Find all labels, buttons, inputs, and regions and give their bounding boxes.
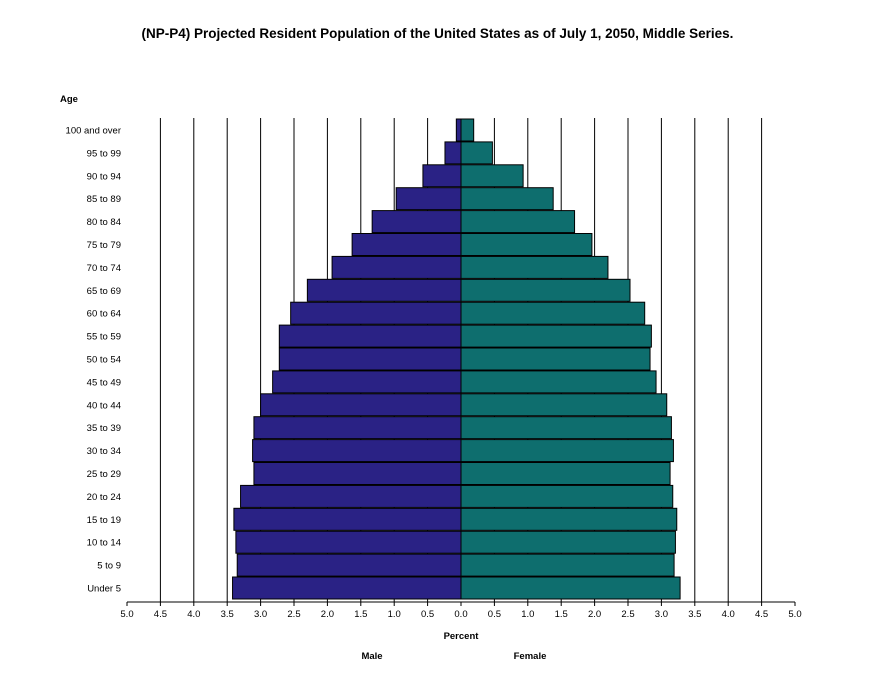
female-bar xyxy=(460,233,593,256)
age-group-label: 30 to 34 xyxy=(87,446,121,457)
female-bar xyxy=(460,164,524,188)
male-bar xyxy=(351,233,462,256)
x-tick-label: 1.0 xyxy=(521,609,534,620)
male-bar xyxy=(444,141,462,165)
male-bar xyxy=(331,255,462,279)
x-tick-label: 3.5 xyxy=(221,609,234,620)
female-bar xyxy=(460,210,576,234)
male-bar xyxy=(253,462,462,485)
female-bar xyxy=(460,255,609,279)
female-bar xyxy=(460,301,646,325)
age-group-label: 25 to 29 xyxy=(87,469,121,480)
female-bar xyxy=(460,462,671,485)
female-label: Female xyxy=(514,651,547,662)
male-bar xyxy=(306,278,462,302)
x-axis-title: Percent xyxy=(444,631,480,642)
x-tick-label: 5.0 xyxy=(120,609,133,620)
age-group-label: 35 to 39 xyxy=(87,423,121,434)
age-group-label: 60 to 64 xyxy=(87,309,121,320)
male-bar xyxy=(235,530,462,554)
male-bar xyxy=(236,553,462,577)
age-group-label: 40 to 44 xyxy=(87,400,121,411)
x-tick-label: 2.0 xyxy=(321,609,334,620)
male-bar xyxy=(422,164,462,188)
x-tick-label: 0.5 xyxy=(421,609,434,620)
female-bar xyxy=(460,347,651,371)
age-group-label: 5 to 9 xyxy=(97,561,121,572)
female-bar xyxy=(460,141,493,165)
x-tick-label: 3.5 xyxy=(688,609,701,620)
male-bar xyxy=(232,576,462,600)
age-group-label: 80 to 84 xyxy=(87,217,121,228)
x-tick-label: 1.5 xyxy=(354,609,367,620)
x-tick-label: 3.0 xyxy=(254,609,267,620)
female-bar xyxy=(460,278,631,302)
x-tick-label: 4.5 xyxy=(154,609,167,620)
y-axis-title: Age xyxy=(60,94,78,105)
age-group-label: 20 to 24 xyxy=(87,492,121,503)
age-group-label: 50 to 54 xyxy=(87,355,121,366)
age-group-label: 15 to 19 xyxy=(87,515,121,526)
female-bar xyxy=(460,370,657,394)
female-bar xyxy=(460,507,678,531)
age-group-label: 55 to 59 xyxy=(87,332,121,343)
male-bar xyxy=(371,210,462,234)
bars xyxy=(232,118,681,600)
age-group-label: 70 to 74 xyxy=(87,263,121,274)
age-group-label: 75 to 79 xyxy=(87,240,121,251)
x-tick-label: 4.0 xyxy=(722,609,735,620)
x-tick-label: 5.0 xyxy=(788,609,801,620)
x-tick-label: 0.0 xyxy=(454,609,467,620)
x-tick-label: 2.0 xyxy=(588,609,601,620)
male-bar xyxy=(233,507,462,531)
female-bar xyxy=(460,393,668,417)
female-bar xyxy=(460,416,672,440)
x-tick-label: 1.5 xyxy=(555,609,568,620)
x-tick-label: 0.5 xyxy=(488,609,501,620)
male-bar xyxy=(455,118,462,142)
male-bar xyxy=(240,484,462,508)
age-group-label: 65 to 69 xyxy=(87,286,121,297)
age-group-label: 100 and over xyxy=(66,126,121,137)
male-label: Male xyxy=(361,651,382,662)
x-tick-label: 3.0 xyxy=(655,609,668,620)
age-group-label: 45 to 49 xyxy=(87,377,121,388)
male-bar xyxy=(252,439,462,463)
female-bar xyxy=(460,439,674,463)
age-group-label: Under 5 xyxy=(87,584,121,595)
x-tick-label: 2.5 xyxy=(621,609,634,620)
male-bar xyxy=(278,347,462,371)
age-group-label: 10 to 14 xyxy=(87,538,121,549)
x-tick-label: 4.0 xyxy=(187,609,200,620)
male-bar xyxy=(278,324,462,348)
female-bar xyxy=(460,576,681,600)
age-group-label: 95 to 99 xyxy=(87,148,121,159)
male-bar xyxy=(272,370,462,394)
male-bar xyxy=(253,416,462,440)
male-bar xyxy=(290,301,462,325)
chart-title: (NP-P4) Projected Resident Population of… xyxy=(141,26,734,41)
male-bar xyxy=(260,393,462,417)
female-bar xyxy=(460,324,652,348)
x-tick-label: 1.0 xyxy=(388,609,401,620)
labels: 5.0 4.5 4.0 3.5 3.0 2.5 2.0 1.5 1.0 0.5 0.0 0.5 1.0 1… xyxy=(60,94,802,662)
x-tick-label: 4.5 xyxy=(755,609,768,620)
female-bar xyxy=(460,553,675,577)
male-bar xyxy=(395,187,462,211)
female-bar xyxy=(460,118,475,142)
age-group-label: 90 to 94 xyxy=(87,171,121,182)
female-bar xyxy=(460,484,674,508)
age-group-label: 85 to 89 xyxy=(87,194,121,205)
female-bar xyxy=(460,530,676,554)
female-bar xyxy=(460,187,554,211)
x-tick-label: 2.5 xyxy=(287,609,300,620)
